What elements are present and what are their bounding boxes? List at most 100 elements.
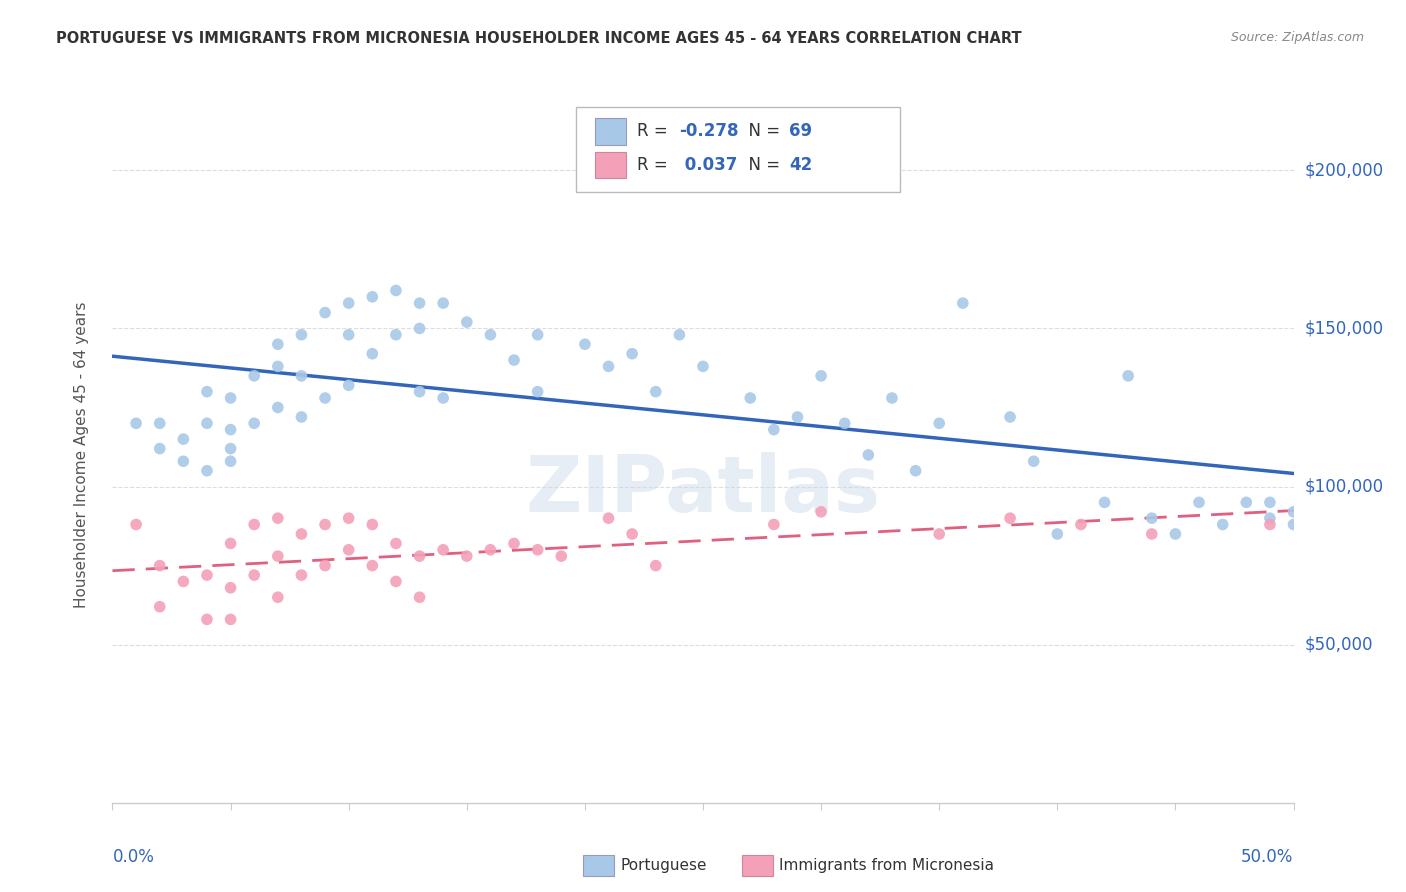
Point [479, 327, 502, 342]
Text: $50,000: $50,000 [1305, 636, 1374, 654]
Point [1022, 454, 1045, 468]
Point [479, 542, 502, 557]
Point [998, 409, 1021, 424]
Point [243, 417, 266, 431]
Point [692, 359, 714, 374]
Point [526, 327, 548, 342]
Point [786, 409, 808, 424]
Point [1094, 495, 1116, 509]
Point [880, 391, 903, 405]
Point [408, 384, 430, 399]
Point [219, 442, 242, 456]
Point [195, 384, 218, 399]
Point [644, 384, 666, 399]
Point [361, 558, 384, 573]
Point [858, 448, 880, 462]
Text: 0.0%: 0.0% [112, 848, 155, 866]
Point [408, 321, 430, 335]
Point [172, 454, 194, 468]
Point [267, 359, 290, 374]
Point [928, 417, 950, 431]
Point [904, 464, 927, 478]
Point [219, 536, 242, 550]
Point [1116, 368, 1139, 383]
Point [456, 315, 478, 329]
Text: $100,000: $100,000 [1305, 477, 1384, 496]
Point [219, 612, 242, 626]
Point [1258, 495, 1281, 509]
Point [1234, 495, 1257, 509]
Point [762, 423, 785, 437]
Point [644, 558, 666, 573]
Point [432, 542, 454, 557]
Text: ZIPatlas: ZIPatlas [526, 451, 880, 528]
Point [834, 417, 856, 431]
Text: $200,000: $200,000 [1305, 161, 1384, 179]
Point [243, 517, 266, 532]
Point [290, 568, 312, 582]
Point [314, 558, 336, 573]
Point [361, 290, 384, 304]
Text: Source: ZipAtlas.com: Source: ZipAtlas.com [1230, 31, 1364, 45]
Point [1258, 517, 1281, 532]
Text: PORTUGUESE VS IMMIGRANTS FROM MICRONESIA HOUSEHOLDER INCOME AGES 45 - 64 YEARS C: PORTUGUESE VS IMMIGRANTS FROM MICRONESIA… [56, 31, 1022, 46]
Point [1282, 517, 1305, 532]
Text: $150,000: $150,000 [1305, 319, 1384, 337]
Point [952, 296, 974, 310]
Y-axis label: Householder Income Ages 45 - 64 years: Householder Income Ages 45 - 64 years [75, 301, 89, 608]
Point [1070, 517, 1092, 532]
Point [172, 574, 194, 589]
Point [290, 409, 312, 424]
Point [195, 464, 218, 478]
Point [810, 505, 832, 519]
Point [149, 599, 172, 614]
Text: 0.037: 0.037 [679, 156, 738, 174]
Point [1188, 495, 1211, 509]
Point [172, 432, 194, 446]
Point [456, 549, 478, 563]
Point [1258, 511, 1281, 525]
Point [1140, 527, 1163, 541]
Point [810, 368, 832, 383]
Point [314, 305, 336, 319]
Point [219, 391, 242, 405]
Point [432, 296, 454, 310]
Point [195, 568, 218, 582]
Point [149, 558, 172, 573]
Point [219, 423, 242, 437]
Point [149, 442, 172, 456]
Point [621, 347, 644, 361]
Text: 50.0%: 50.0% [1241, 848, 1294, 866]
Point [219, 454, 242, 468]
Point [621, 527, 644, 541]
Text: 69: 69 [789, 122, 811, 140]
Point [149, 417, 172, 431]
Point [740, 391, 762, 405]
Point [385, 574, 408, 589]
Point [267, 549, 290, 563]
Point [550, 549, 572, 563]
Point [361, 517, 384, 532]
Point [762, 517, 785, 532]
Point [1046, 527, 1069, 541]
Point [267, 591, 290, 605]
Point [503, 536, 526, 550]
Point [337, 327, 360, 342]
Point [998, 511, 1021, 525]
Point [267, 511, 290, 525]
Point [337, 296, 360, 310]
Point [290, 527, 312, 541]
Point [598, 359, 620, 374]
Point [290, 368, 312, 383]
Point [928, 527, 950, 541]
Point [314, 391, 336, 405]
Text: R =: R = [637, 156, 673, 174]
Point [1140, 511, 1163, 525]
Point [432, 391, 454, 405]
Text: N =: N = [738, 122, 786, 140]
Point [526, 384, 548, 399]
Point [1164, 527, 1187, 541]
Point [408, 296, 430, 310]
Point [668, 327, 690, 342]
Point [267, 401, 290, 415]
